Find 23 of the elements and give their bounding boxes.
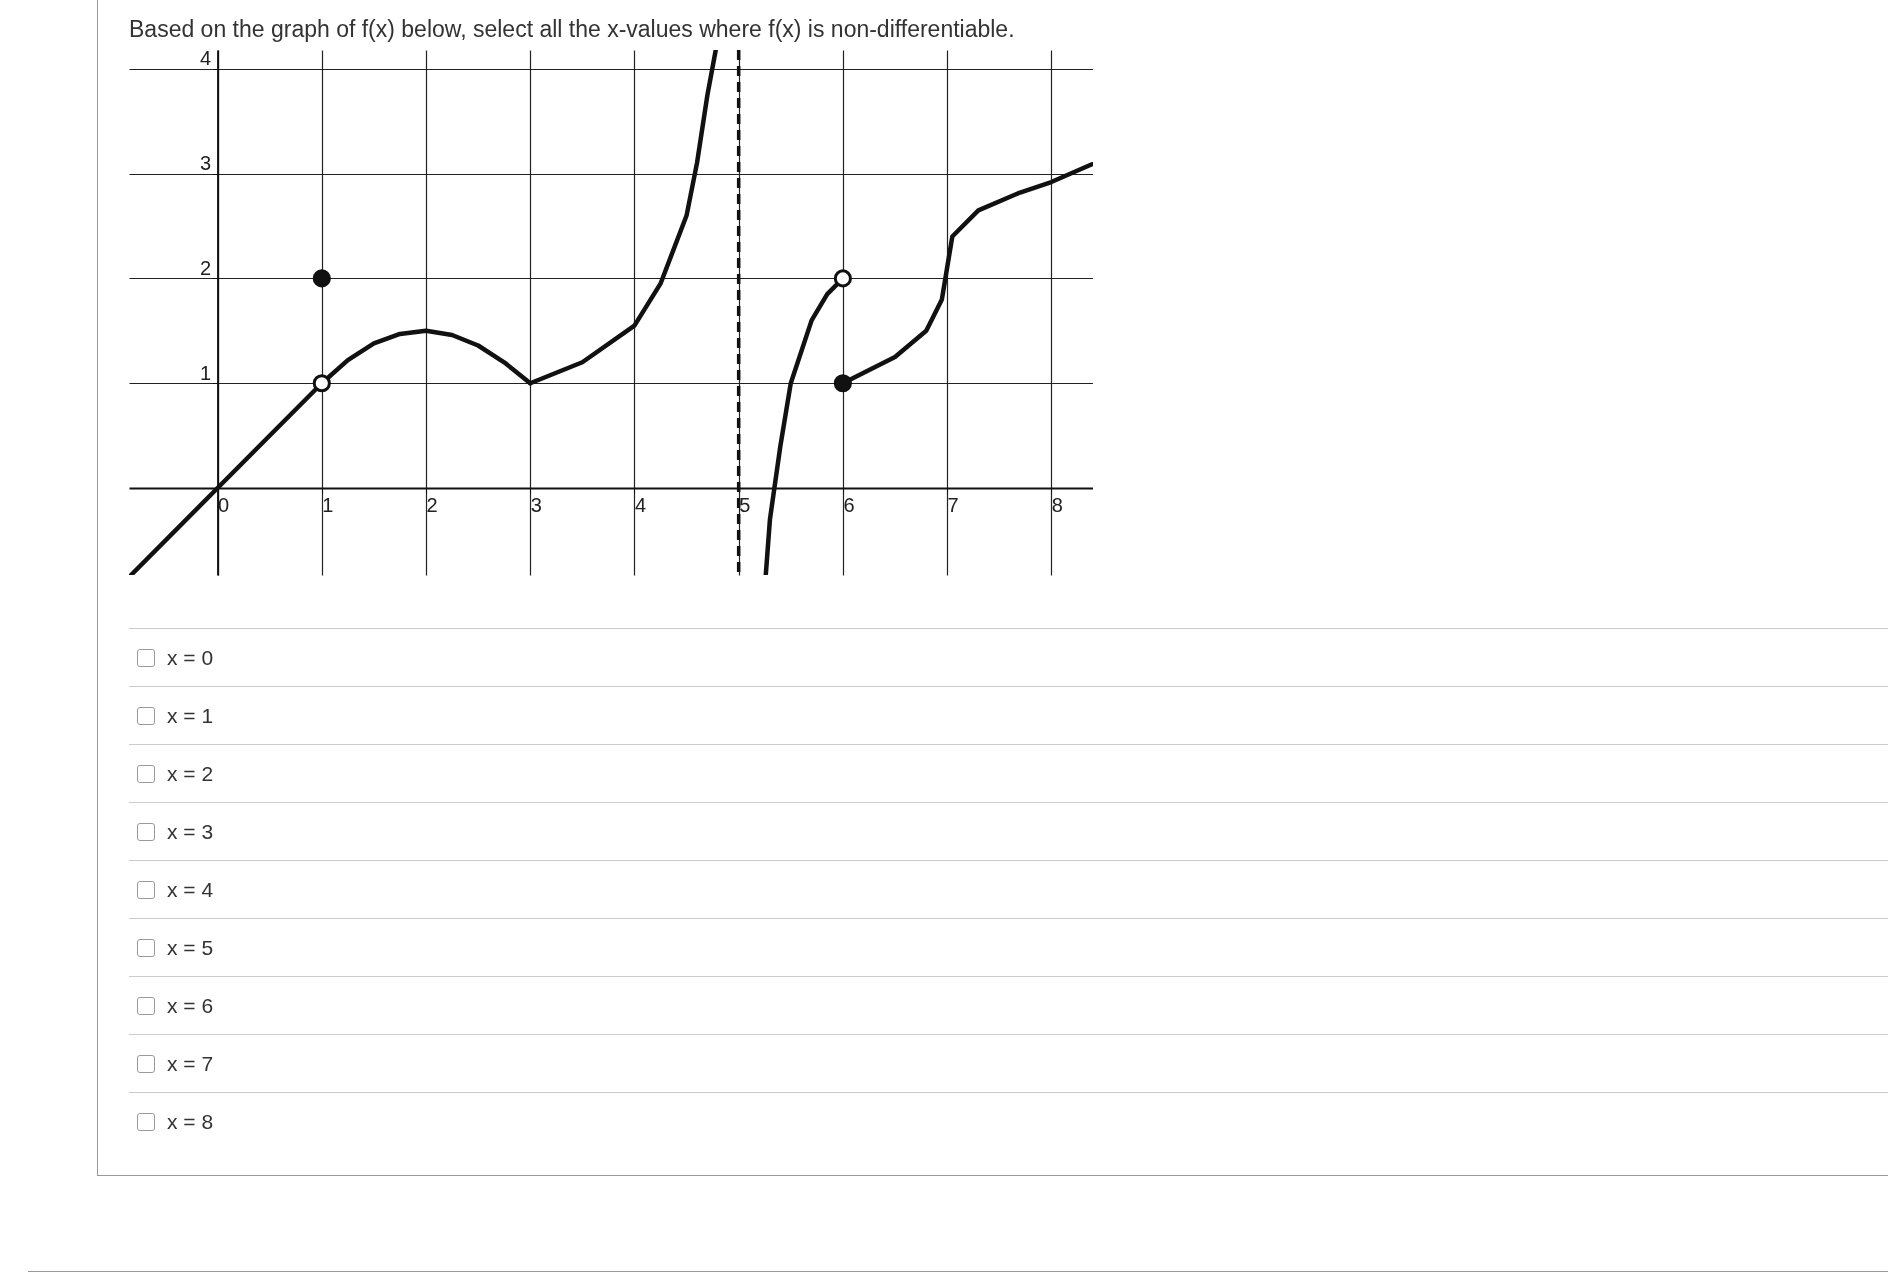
- text: x = 1: [167, 703, 214, 728]
- text: x = 2: [167, 761, 214, 786]
- text: x = 3: [167, 819, 214, 844]
- x-tick-label: 8: [1051, 493, 1063, 516]
- text: x = 4: [167, 877, 214, 902]
- x-tick-label: 4: [634, 493, 647, 516]
- text: x = 6: [167, 993, 214, 1018]
- x-tick-label: 6: [843, 493, 855, 516]
- x-tick-label: 5: [739, 493, 751, 516]
- y-tick-label: 2: [199, 256, 212, 279]
- x-tick-label: 7: [947, 493, 959, 516]
- x-tick-label: 0: [218, 493, 230, 516]
- y-tick-label: 3: [199, 152, 212, 175]
- x-tick-label: 1: [322, 493, 334, 516]
- text: x = 8: [167, 1109, 214, 1134]
- text: x = 0: [167, 645, 214, 670]
- y-tick-label: 4: [199, 47, 212, 70]
- text: x = 5: [167, 935, 214, 960]
- text: x = 7: [167, 1051, 214, 1076]
- x-tick-label: 2: [426, 493, 438, 516]
- x-tick-label: 3: [530, 493, 542, 516]
- y-tick-label: 1: [199, 361, 212, 384]
- chart-title: Based on the graph of f(x) below, select all the x-values where f(x) is non-differentiable.: [129, 16, 1015, 43]
